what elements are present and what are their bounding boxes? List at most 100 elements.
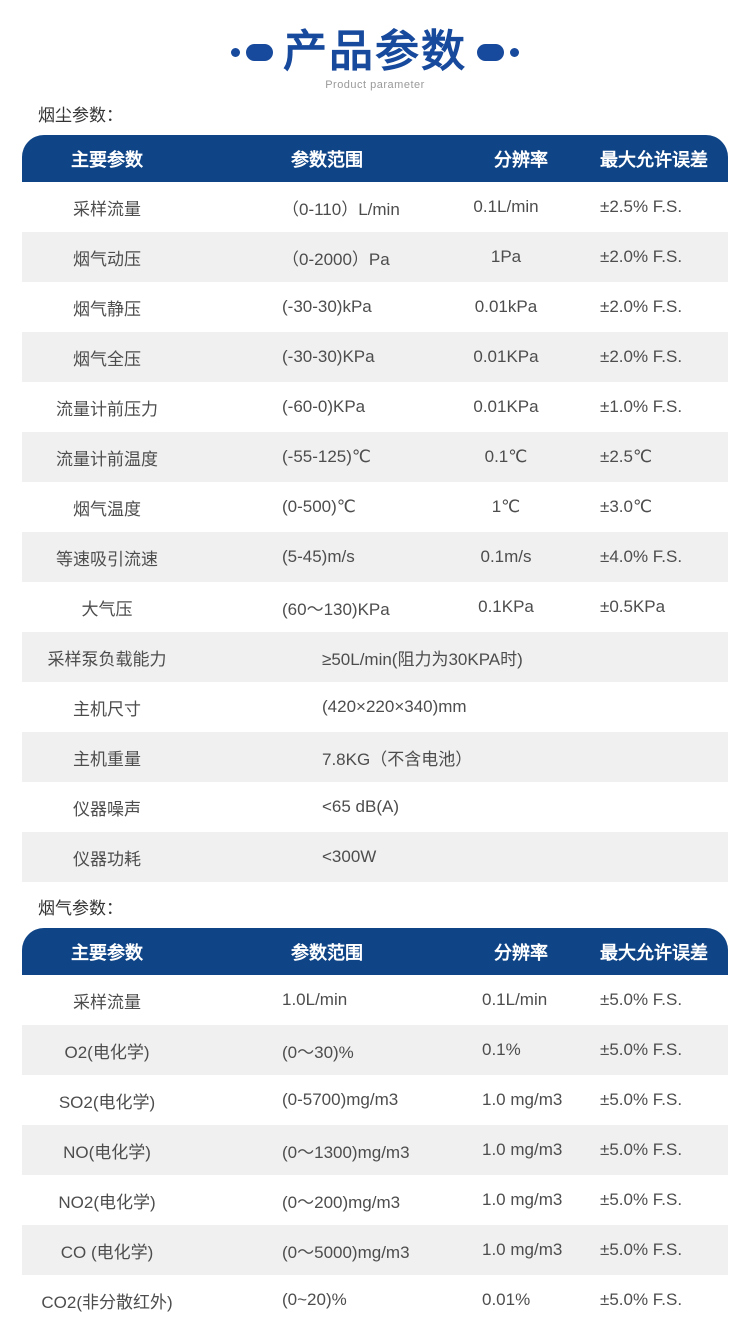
param-range-cell: (-60-0)KPa	[282, 397, 366, 416]
param-error-cell: ±1.0% F.S.	[600, 397, 683, 416]
table-row: 流量计前压力 (-60-0)KPa 0.01KPa ±1.0% F.S.	[22, 382, 728, 432]
column-header-error: 最大允许误差	[600, 149, 708, 170]
page-title: 产品参数	[283, 27, 467, 76]
table-row: 烟气温度 (0-500)℃ 1℃ ±3.0℃	[22, 482, 728, 532]
param-name-cell: 主机尺寸	[73, 699, 141, 719]
param-error-cell: ±2.5℃	[600, 447, 653, 466]
title-left-decoration	[231, 43, 273, 61]
param-resolution-cell: 1℃	[491, 497, 521, 516]
param-resolution-cell: 1Pa	[490, 247, 522, 266]
param-range-cell: (0～1300)mg/m3	[282, 1142, 410, 1162]
param-name-cell: 等速吸引流速	[56, 549, 158, 569]
param-resolution-cell: 0.1%	[482, 1040, 521, 1059]
param-range-cell: (0-500)℃	[282, 497, 356, 516]
table-row: NO(电化学) (0～1300)mg/m3 1.0 mg/m3 ±5.0% F.S.	[22, 1125, 728, 1175]
param-error-cell: ±3.0℃	[600, 497, 653, 516]
param-merged-value-cell: 7.8KG（不含电池）	[322, 749, 473, 769]
param-error-cell: ±0.5KPa	[600, 597, 666, 616]
param-error-cell: ±5.0% F.S.	[600, 990, 683, 1009]
table-header-row: 主要参数 参数范围 分辨率 最大允许误差	[22, 928, 728, 975]
column-header-range: 参数范围	[291, 149, 363, 170]
param-range-cell: (-55-125)℃	[282, 447, 372, 466]
param-error-cell: ±5.0% F.S.	[600, 1290, 683, 1309]
param-name-cell: 仪器功耗	[73, 849, 141, 869]
param-name-cell: O2(电化学)	[64, 1042, 150, 1062]
param-name-cell: 主机重量	[73, 749, 141, 769]
section-label-gas: 烟气参数：	[38, 899, 123, 918]
param-resolution-cell: 1.0 mg/m3	[482, 1140, 563, 1159]
table-row: 仪器功耗 <300W	[22, 832, 728, 882]
param-error-cell: ±2.5% F.S.	[600, 197, 683, 216]
param-range-cell: （0-110）L/min	[282, 199, 400, 219]
param-error-cell: ±2.0% F.S.	[600, 247, 683, 266]
deco-pill-icon	[477, 43, 504, 61]
param-range-cell: (0～200)mg/m3	[282, 1192, 401, 1212]
table-row: 烟气动压 （0-2000）Pa 1Pa ±2.0% F.S.	[22, 232, 728, 282]
param-name-cell: 烟气全压	[73, 349, 141, 369]
param-name-cell: 流量计前压力	[56, 399, 158, 419]
page-subtitle: Product parameter	[325, 79, 425, 91]
param-resolution-cell: 0.01%	[482, 1290, 531, 1309]
column-header-error: 最大允许误差	[600, 942, 708, 963]
param-range-cell: (0-5700)mg/m3	[282, 1090, 399, 1109]
param-range-cell: (-30-30)kPa	[282, 297, 372, 316]
section-label-dust: 烟尘参数：	[38, 106, 123, 125]
title-right-decoration	[477, 43, 519, 61]
dust-parameters-section: 烟尘参数： 主要参数 参数范围 分辨率 最大允许误差 采样流量 （0-110）L/…	[0, 104, 750, 882]
param-range-cell: (0～30)%	[282, 1042, 354, 1062]
param-resolution-cell: 0.1L/min	[473, 197, 539, 216]
table-row: 采样流量 （0-110）L/min 0.1L/min ±2.5% F.S.	[22, 182, 728, 232]
param-resolution-cell: 0.1KPa	[478, 597, 534, 616]
param-name-cell: 大气压	[81, 599, 133, 619]
param-range-cell: (-30-30)KPa	[282, 347, 375, 366]
param-error-cell: ±2.0% F.S.	[600, 347, 683, 366]
param-range-cell: (60～130)KPa	[282, 599, 390, 619]
param-merged-value-cell: ≥50L/min(阻力为30KPA时)	[322, 649, 523, 669]
table-row: 主机重量 7.8KG（不含电池）	[22, 732, 728, 782]
param-resolution-cell: 0.01kPa	[474, 297, 538, 316]
param-error-cell: ±4.0% F.S.	[600, 547, 683, 566]
column-header-resolution: 分辨率	[494, 942, 548, 963]
param-name-cell: SO2(电化学)	[58, 1092, 156, 1112]
param-range-cell: (5-45)m/s	[282, 547, 355, 566]
param-resolution-cell: 0.01KPa	[473, 397, 539, 416]
table-row: 仪器噪声 <65 dB(A)	[22, 782, 728, 832]
param-resolution-cell: 1.0 mg/m3	[482, 1240, 563, 1259]
param-range-cell: （0-2000）Pa	[282, 249, 390, 269]
param-name-cell: 采样泵负载能力	[47, 649, 167, 669]
param-name-cell: 烟气静压	[73, 299, 141, 319]
table-row: 烟气全压 (-30-30)KPa 0.01KPa ±2.0% F.S.	[22, 332, 728, 382]
table-row: SO2(电化学) (0-5700)mg/m3 1.0 mg/m3 ±5.0% F.S.	[22, 1075, 728, 1125]
param-error-cell: ±5.0% F.S.	[600, 1040, 683, 1059]
gas-parameters-table: 主要参数 参数范围 分辨率 最大允许误差 采样流量 1.0L/min 0.1L/mi…	[22, 928, 728, 1325]
param-name-cell: NO(电化学)	[63, 1142, 151, 1162]
table-row: 烟气静压 (-30-30)kPa 0.01kPa ±2.0% F.S.	[22, 282, 728, 332]
deco-dot-icon	[510, 47, 519, 57]
param-name-cell: CO (电化学)	[60, 1242, 154, 1262]
table-row: 主机尺寸 (420×220×340)mm	[22, 682, 728, 732]
table-header-row: 主要参数 参数范围 分辨率 最大允许误差	[22, 135, 728, 182]
column-header-param: 主要参数	[71, 149, 143, 170]
param-merged-value-cell: (420×220×340)mm	[322, 697, 467, 716]
dust-parameters-table: 主要参数 参数范围 分辨率 最大允许误差 采样流量 （0-110）L/min 0.1…	[22, 135, 728, 882]
column-header-param: 主要参数	[71, 942, 143, 963]
column-header-range: 参数范围	[291, 942, 363, 963]
param-name-cell: 采样流量	[73, 992, 141, 1012]
column-header-resolution: 分辨率	[494, 149, 548, 170]
param-merged-value-cell: <300W	[322, 847, 377, 866]
param-range-cell: 1.0L/min	[282, 990, 348, 1009]
param-name-cell: 烟气温度	[73, 499, 141, 519]
deco-pill-icon	[246, 43, 273, 61]
param-error-cell: ±5.0% F.S.	[600, 1140, 683, 1159]
param-error-cell: ±5.0% F.S.	[600, 1190, 683, 1209]
table-row: 大气压 (60～130)KPa 0.1KPa ±0.5KPa	[22, 582, 728, 632]
param-range-cell: (0～5000)mg/m3	[282, 1242, 410, 1262]
param-name-cell: NO2(电化学)	[58, 1192, 156, 1212]
param-name-cell: 仪器噪声	[73, 799, 141, 819]
gas-parameters-section: 烟气参数： 主要参数 参数范围 分辨率 最大允许误差 采样流量 1.0L/min 0…	[0, 897, 750, 1325]
param-resolution-cell: 0.1℃	[484, 447, 528, 466]
param-name-cell: 采样流量	[73, 199, 141, 219]
param-resolution-cell: 1.0 mg/m3	[482, 1190, 563, 1209]
table-row: NO2(电化学) (0～200)mg/m3 1.0 mg/m3 ±5.0% F.S.	[22, 1175, 728, 1225]
